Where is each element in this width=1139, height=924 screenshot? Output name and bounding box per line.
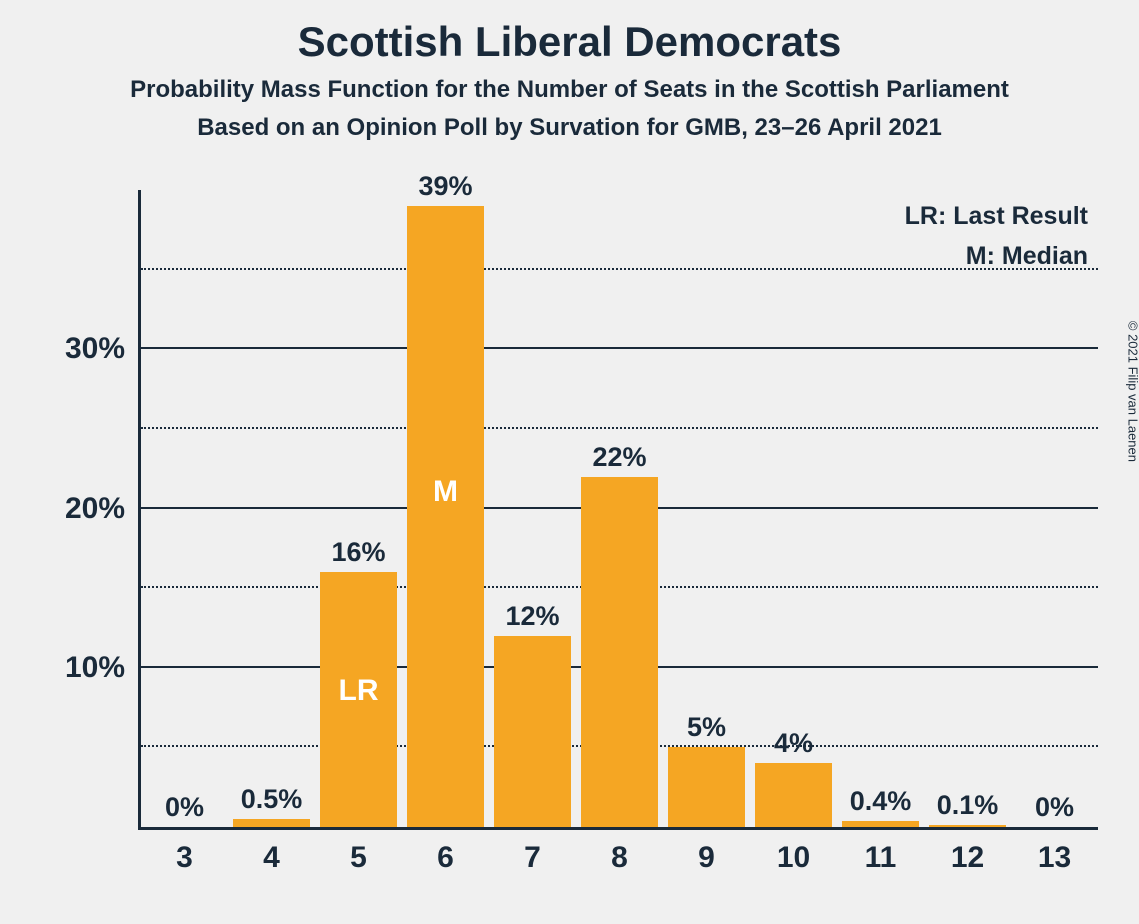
y-axis-label: 10%: [65, 651, 141, 685]
bar-cell: 4%10: [750, 190, 837, 827]
bar-cell: 0%3: [141, 190, 228, 827]
plot-area: LR: Last Result M: Median 10%20%30% 0%30…: [138, 190, 1098, 830]
x-axis-label: 11: [865, 827, 897, 875]
bar-cell: 0.4%11: [837, 190, 924, 827]
bar: 12%: [494, 636, 571, 827]
bar-value-label: 22%: [592, 442, 646, 477]
chart-titles: Scottish Liberal Democrats Probability M…: [0, 0, 1139, 142]
y-axis-label: 20%: [65, 492, 141, 526]
bar: 4%: [755, 763, 832, 827]
bar-value-label: 39%: [418, 171, 472, 206]
bar-cell: 22%8: [576, 190, 663, 827]
x-axis-label: 13: [1038, 827, 1071, 875]
x-axis-label: 9: [698, 827, 715, 875]
chart-area: LR: Last Result M: Median 10%20%30% 0%30…: [48, 190, 1108, 890]
bar-cell: 0.5%4: [228, 190, 315, 827]
bar-value-label: 5%: [687, 712, 726, 747]
x-axis-label: 6: [437, 827, 454, 875]
chart-subtitle-1: Probability Mass Function for the Number…: [0, 76, 1139, 104]
y-axis-label: 30%: [65, 332, 141, 366]
bar-value-label: 0%: [165, 792, 204, 827]
x-axis-label: 3: [176, 827, 193, 875]
bar-value-label: 4%: [774, 728, 813, 763]
bar: 5%: [668, 747, 745, 827]
bar-value-label: 12%: [505, 601, 559, 636]
x-axis-label: 7: [524, 827, 541, 875]
bar-value-label: 0.4%: [850, 786, 912, 821]
bar: 39%: [407, 206, 484, 827]
bar: 0.5%: [233, 819, 310, 827]
bar: 22%: [581, 477, 658, 827]
chart-title: Scottish Liberal Democrats: [0, 18, 1139, 66]
bar-value-label: 16%: [331, 537, 385, 572]
chart-subtitle-2: Based on an Opinion Poll by Survation fo…: [0, 114, 1139, 142]
bar-cell: 12%7: [489, 190, 576, 827]
bar-value-label: 0.1%: [937, 790, 999, 825]
copyright-text: © 2021 Filip van Laenen: [1126, 321, 1139, 462]
x-axis-label: 5: [350, 827, 367, 875]
bar-value-label: 0.5%: [241, 784, 303, 819]
bar-marker: LR: [339, 674, 379, 708]
bar-cell: 0.1%12: [924, 190, 1011, 827]
x-axis-label: 4: [263, 827, 280, 875]
bar-value-label: 0%: [1035, 792, 1074, 827]
x-axis-label: 8: [611, 827, 628, 875]
x-axis-label: 12: [951, 827, 984, 875]
bars-container: 0%30.5%416%LR539%M612%722%85%94%100.4%11…: [141, 190, 1098, 827]
bar-cell: 39%M6: [402, 190, 489, 827]
bar-cell: 16%LR5: [315, 190, 402, 827]
bar-cell: 5%9: [663, 190, 750, 827]
bar-cell: 0%13: [1011, 190, 1098, 827]
bar-marker: M: [433, 475, 458, 509]
x-axis-label: 10: [777, 827, 810, 875]
